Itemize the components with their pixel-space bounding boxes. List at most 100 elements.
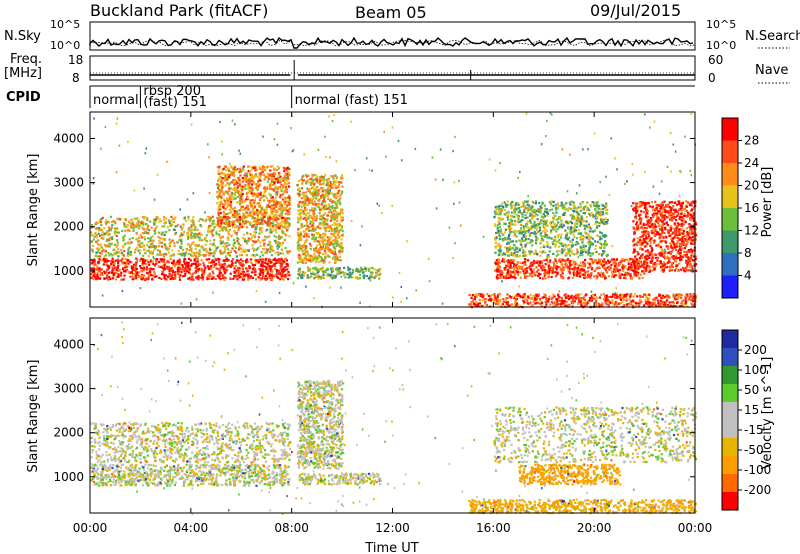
echo-cell [280, 262, 283, 265]
echo-cell [302, 261, 305, 265]
echo-cell [470, 296, 473, 299]
echo-cell [628, 273, 631, 276]
echo-cell [314, 228, 317, 231]
echo-cell [209, 252, 213, 255]
echo-cell [611, 272, 614, 275]
echo-cell [557, 297, 560, 300]
echo-cell [340, 227, 343, 230]
echo-cell [114, 220, 117, 223]
echo-cell [540, 266, 543, 269]
echo-cell [334, 235, 337, 239]
echo-cell [547, 272, 550, 275]
echo-cell [245, 192, 248, 196]
echo-cell [303, 259, 306, 262]
echo-cell [531, 275, 534, 278]
echo-cell [660, 297, 663, 300]
echo-cell [200, 259, 203, 262]
echo-cell [171, 239, 174, 242]
echo-cell [131, 273, 135, 276]
echo-cell [198, 254, 201, 257]
echo-cell [312, 191, 315, 194]
echo-cell [94, 263, 97, 266]
echo-cell [118, 260, 121, 263]
echo-cell [148, 267, 151, 270]
echo-cell [133, 251, 136, 254]
echo-cell [596, 276, 599, 279]
echo-cell [329, 198, 332, 201]
echo-cell [127, 262, 130, 265]
echo-cell [590, 272, 593, 276]
echo-cell [238, 178, 241, 181]
echo-cell [153, 223, 156, 226]
echo-cell [331, 233, 335, 236]
echo-cell [118, 269, 121, 273]
echo-cell [219, 267, 222, 270]
echo-cell [593, 298, 596, 301]
echo-cell [572, 272, 575, 275]
echo-cell [332, 193, 335, 196]
echo-cell [238, 272, 241, 275]
echo-cell [311, 207, 314, 210]
echo-cell [632, 261, 635, 264]
echo-cell [209, 239, 212, 242]
echo-cell [130, 265, 133, 268]
echo-cell [188, 257, 191, 260]
echo-cell [191, 242, 194, 245]
echo-cell [266, 272, 269, 275]
echo-cell [314, 249, 317, 252]
echo-cell [314, 203, 317, 206]
echo-cell [582, 262, 585, 265]
echo-cell [574, 261, 577, 264]
echo-cell [315, 217, 319, 220]
echo-cell [301, 193, 304, 196]
echo-cell [332, 208, 335, 211]
echo-cell [233, 220, 236, 223]
echo-cell [240, 205, 243, 208]
echo-cell [248, 165, 251, 168]
echo-cell [283, 239, 286, 242]
echo-cell [277, 276, 280, 280]
echo-cell [111, 271, 114, 274]
echo-cell [229, 187, 232, 190]
echo-cell [130, 241, 133, 244]
echo-cell [135, 225, 138, 228]
echo-cell [135, 277, 138, 280]
echo-cell [182, 233, 185, 236]
echo-cell [313, 226, 316, 229]
echo-cell [614, 261, 617, 264]
echo-cell [110, 262, 113, 266]
echo-cell [230, 206, 233, 209]
echo-cell [177, 272, 180, 275]
echo-cell [611, 295, 614, 298]
echo-cell [251, 194, 254, 197]
echo-cell [297, 187, 300, 190]
echo-cell [107, 271, 110, 275]
echo-cell [367, 277, 370, 280]
echo-cell [221, 242, 224, 245]
echo-cell [241, 177, 244, 180]
echo-cell [319, 234, 322, 238]
echo-cell [228, 220, 231, 223]
echo-cell [299, 231, 302, 234]
echo-cell [531, 304, 534, 307]
echo-cell [243, 179, 246, 182]
echo-cell [226, 192, 229, 195]
echo-cell [550, 275, 553, 279]
echo-cell [598, 296, 601, 299]
echo-cell [157, 265, 160, 268]
echo-cell [320, 275, 323, 278]
echo-cell [309, 229, 313, 232]
echo-cell [138, 244, 141, 247]
echo-cell [142, 223, 145, 226]
echo-cell [123, 261, 126, 264]
echo-cell [320, 203, 323, 206]
echo-cell [242, 278, 246, 281]
echo-cell [286, 204, 289, 207]
echo-cell [166, 249, 169, 252]
echo-cell [296, 277, 299, 280]
echo-cell [334, 210, 337, 213]
echo-cell [238, 246, 241, 249]
echo-cell [149, 237, 152, 240]
echo-cell [263, 261, 266, 264]
echo-cell [180, 238, 183, 241]
